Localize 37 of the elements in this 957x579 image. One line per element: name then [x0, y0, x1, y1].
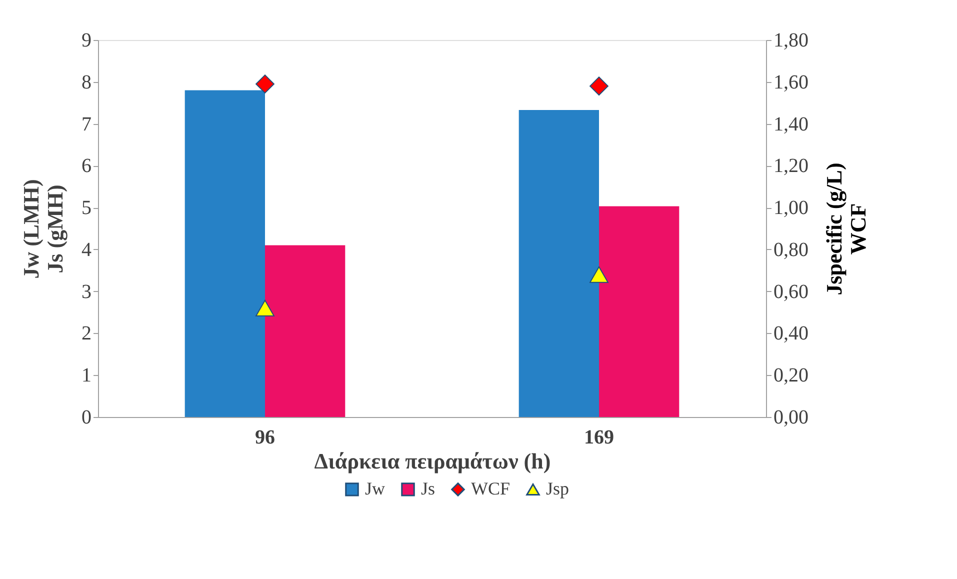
point: [256, 74, 274, 94]
y2-tick-label: 1,60: [774, 71, 808, 94]
legend-label: WCF: [471, 478, 510, 498]
y2-axis-title: Jspecific (g/L) WCF: [822, 162, 870, 296]
x-axis-title: Διάρκεια πειραμάτων (h): [314, 448, 551, 474]
y-tick-label: 0: [82, 406, 92, 428]
bar: [518, 110, 599, 417]
y2-tick-label: 0,80: [774, 238, 808, 261]
point: [590, 266, 608, 283]
y2-tick-label: 0,00: [774, 406, 808, 428]
bar: [265, 245, 346, 417]
y2-tick-label: 1,00: [774, 197, 808, 220]
y2-tick-label: 1,20: [774, 155, 808, 178]
legend-label: Jw: [365, 478, 386, 498]
x-tick-label: 96: [255, 426, 275, 448]
y-tick-label: 1: [82, 364, 92, 387]
bar: [599, 206, 680, 417]
y-tick-label: 8: [82, 71, 92, 94]
y-tick-label: 2: [82, 322, 92, 345]
y-tick-label: 6: [82, 155, 92, 178]
y-tick-label: 9: [82, 30, 92, 52]
x-tick-label: 169: [584, 426, 614, 448]
y2-tick-label: 0,60: [774, 280, 808, 303]
y2-tick-label: 0,40: [774, 322, 808, 345]
y2-tick-label: 0,20: [774, 364, 808, 387]
y2-tick-label: 1,40: [774, 113, 808, 136]
y-tick-label: 4: [82, 238, 92, 261]
bar: [184, 90, 265, 417]
point: [256, 300, 274, 316]
y-axis-title: Jw (LMH) Js (gMH): [18, 179, 68, 279]
y-tick-label: 5: [82, 197, 92, 220]
y2-tick-label: 1,80: [774, 30, 808, 52]
y-tick-label: 3: [82, 280, 92, 303]
point: [590, 76, 608, 96]
legend-label: Js: [421, 478, 436, 498]
y-tick-label: 7: [82, 113, 92, 136]
legend-label: Jsp: [546, 478, 570, 498]
